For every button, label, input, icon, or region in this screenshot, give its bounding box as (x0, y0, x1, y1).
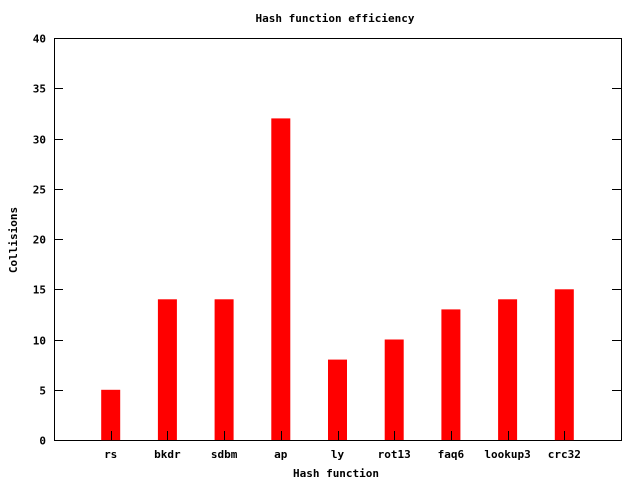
x-axis-label: Hash function (293, 467, 379, 480)
x-tick-label: faq6 (438, 448, 465, 461)
bars (101, 118, 574, 441)
bar-bkdr (157, 299, 177, 440)
x-tick-label: ap (274, 448, 288, 461)
x-tick-label: lookup3 (484, 448, 530, 461)
y-axis-label: Collisions (7, 207, 20, 273)
y-tick-label: 35 (33, 83, 46, 96)
y-tick-label: 30 (33, 134, 46, 147)
bar-sdbm (214, 299, 234, 440)
y-tick-label: 25 (33, 184, 46, 197)
y-axis: 0 5 10 15 20 25 30 35 40 (33, 33, 621, 448)
x-tick-label: ly (331, 448, 345, 461)
bar-crc32 (554, 289, 574, 441)
bar-rot13 (384, 339, 404, 440)
bar-lookup3 (498, 299, 518, 440)
x-tick-label: rs (104, 448, 117, 461)
chart-title: Hash function efficiency (256, 12, 415, 25)
bar-ly (328, 359, 347, 440)
x-tick-label: crc32 (548, 448, 581, 461)
x-tick-label: bkdr (154, 448, 181, 461)
bar-ap (271, 118, 291, 441)
x-tick-label: rot13 (378, 448, 411, 461)
bar-faq6 (441, 309, 461, 440)
y-tick-label: 10 (33, 335, 46, 348)
bar-rs (101, 389, 121, 441)
y-tick-label: 15 (33, 284, 46, 297)
x-tick-label: sdbm (211, 448, 238, 461)
y-tick-label: 0 (39, 435, 46, 448)
y-tick-label: 5 (39, 385, 46, 398)
x-axis: rs bkdr sdbm ap ly rot13 faq6 lookup3 crc32 (104, 431, 581, 461)
y-tick-label: 20 (33, 234, 46, 247)
y-tick-label: 40 (33, 33, 46, 46)
